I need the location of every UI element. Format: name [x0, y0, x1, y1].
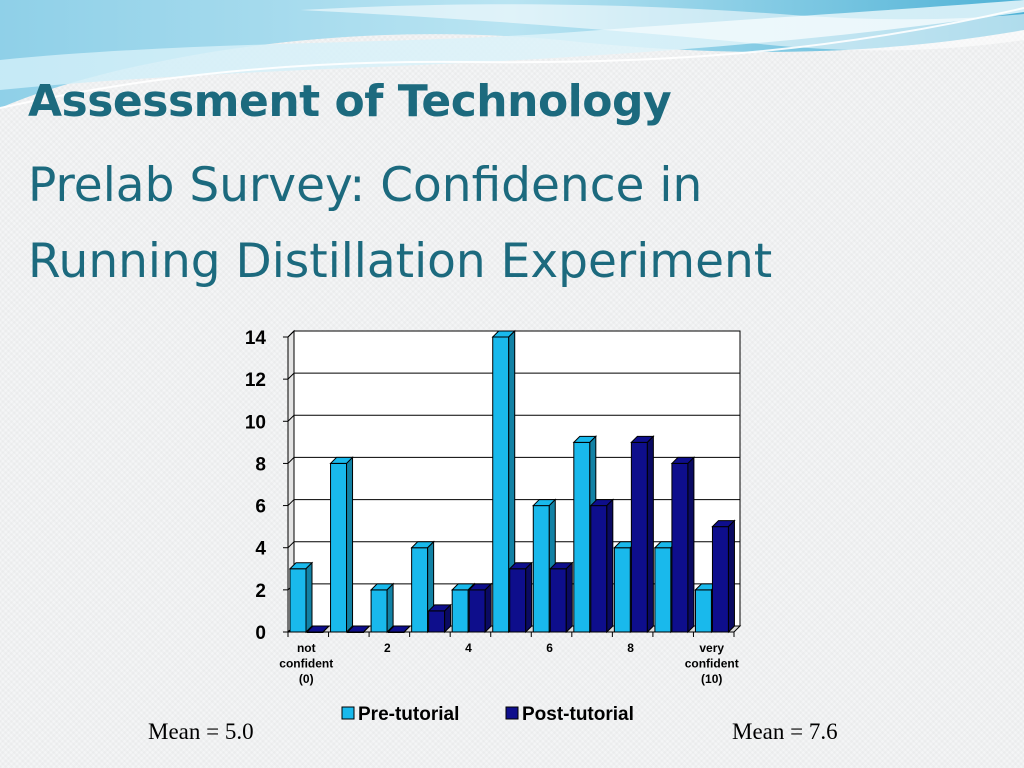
post-tutorial-bar-0-side	[322, 625, 330, 633]
post-tutorial-bar-9-side	[687, 456, 695, 634]
pre-tutorial-bar-9	[654, 547, 672, 633]
post-tutorial-bar-10-side	[727, 519, 735, 634]
pre-tutorial-bar-10	[694, 589, 712, 633]
pre-tutorial-bar-8	[613, 547, 631, 633]
gridline	[287, 414, 740, 422]
x-tick-label-10: very confident (10)	[685, 641, 739, 686]
gridline	[287, 330, 740, 338]
post-tutorial-bar-5-side	[525, 561, 533, 634]
x-tick-label-0: not confident (0)	[279, 641, 333, 686]
pre-tutorial-bar-6	[532, 505, 550, 633]
legend-swatch-post-tutorial	[505, 706, 519, 720]
pre-tutorial-bar-1	[330, 462, 348, 633]
post-tutorial-bar-2-side	[403, 625, 411, 633]
gridline	[287, 372, 740, 380]
y-tick-label: 8	[255, 454, 266, 475]
y-tick-label: 4	[255, 539, 266, 560]
post-tutorial-bar-1-side	[363, 625, 370, 633]
x-tick-label-4: 4	[465, 641, 472, 655]
x-tick-label-6: 6	[546, 641, 553, 655]
post-tutorial-bar-7	[590, 505, 608, 633]
pre-tutorial-bar-1-side	[346, 456, 354, 634]
slide-subtitle-line-1: Prelab Survey: Confidence in	[28, 158, 703, 213]
pre-tutorial-bar-2	[370, 589, 388, 633]
pre-tutorial-bar-0	[289, 568, 307, 633]
post-tutorial-bar-3-side	[444, 603, 452, 634]
y-tick-label: 12	[245, 370, 266, 391]
y-tick-label: 2	[255, 581, 266, 602]
header-wave-decoration	[0, 0, 1024, 109]
post-tutorial-mean: Mean = 7.6	[732, 719, 838, 744]
y-tick-label: 14	[245, 328, 267, 349]
post-tutorial-bar-8	[630, 441, 648, 633]
post-tutorial-bar-3	[428, 610, 446, 633]
post-tutorial-bar-10	[711, 526, 729, 633]
pre-tutorial-bar-4	[451, 589, 469, 633]
post-tutorial-bar-5	[509, 568, 527, 633]
post-tutorial-bar-7-side	[606, 498, 614, 634]
pre-tutorial-bar-0-side	[305, 561, 313, 634]
legend-swatch-pre-tutorial	[341, 706, 355, 720]
post-tutorial-bar-6-side	[565, 561, 573, 634]
post-tutorial-bar-9	[671, 462, 689, 633]
pre-tutorial-bar-2-side	[386, 582, 394, 634]
x-tick-label-8: 8	[627, 641, 634, 655]
pre-tutorial-mean: Mean = 5.0	[148, 719, 254, 744]
x-tick-label-2: 2	[384, 641, 391, 655]
post-tutorial-bar-4	[468, 589, 486, 633]
post-tutorial-bar-6	[549, 568, 567, 633]
y-tick-label: 10	[245, 412, 266, 433]
post-tutorial-bar-4-side	[484, 582, 492, 634]
y-tick-label: 6	[255, 497, 266, 518]
slide-title: Assessment of Technology	[28, 76, 672, 127]
pre-tutorial-bar-5	[492, 336, 510, 633]
pre-tutorial-bar-7	[573, 441, 591, 633]
legend-label-pre-tutorial: Pre-tutorial	[358, 704, 459, 725]
slide-subtitle-line-2: Running Distillation Experiment	[28, 234, 773, 289]
y-tick-label: 0	[255, 623, 266, 644]
legend-label-post-tutorial: Post-tutorial	[522, 704, 634, 725]
post-tutorial-bar-8-side	[646, 435, 654, 634]
pre-tutorial-bar-3	[411, 547, 429, 633]
